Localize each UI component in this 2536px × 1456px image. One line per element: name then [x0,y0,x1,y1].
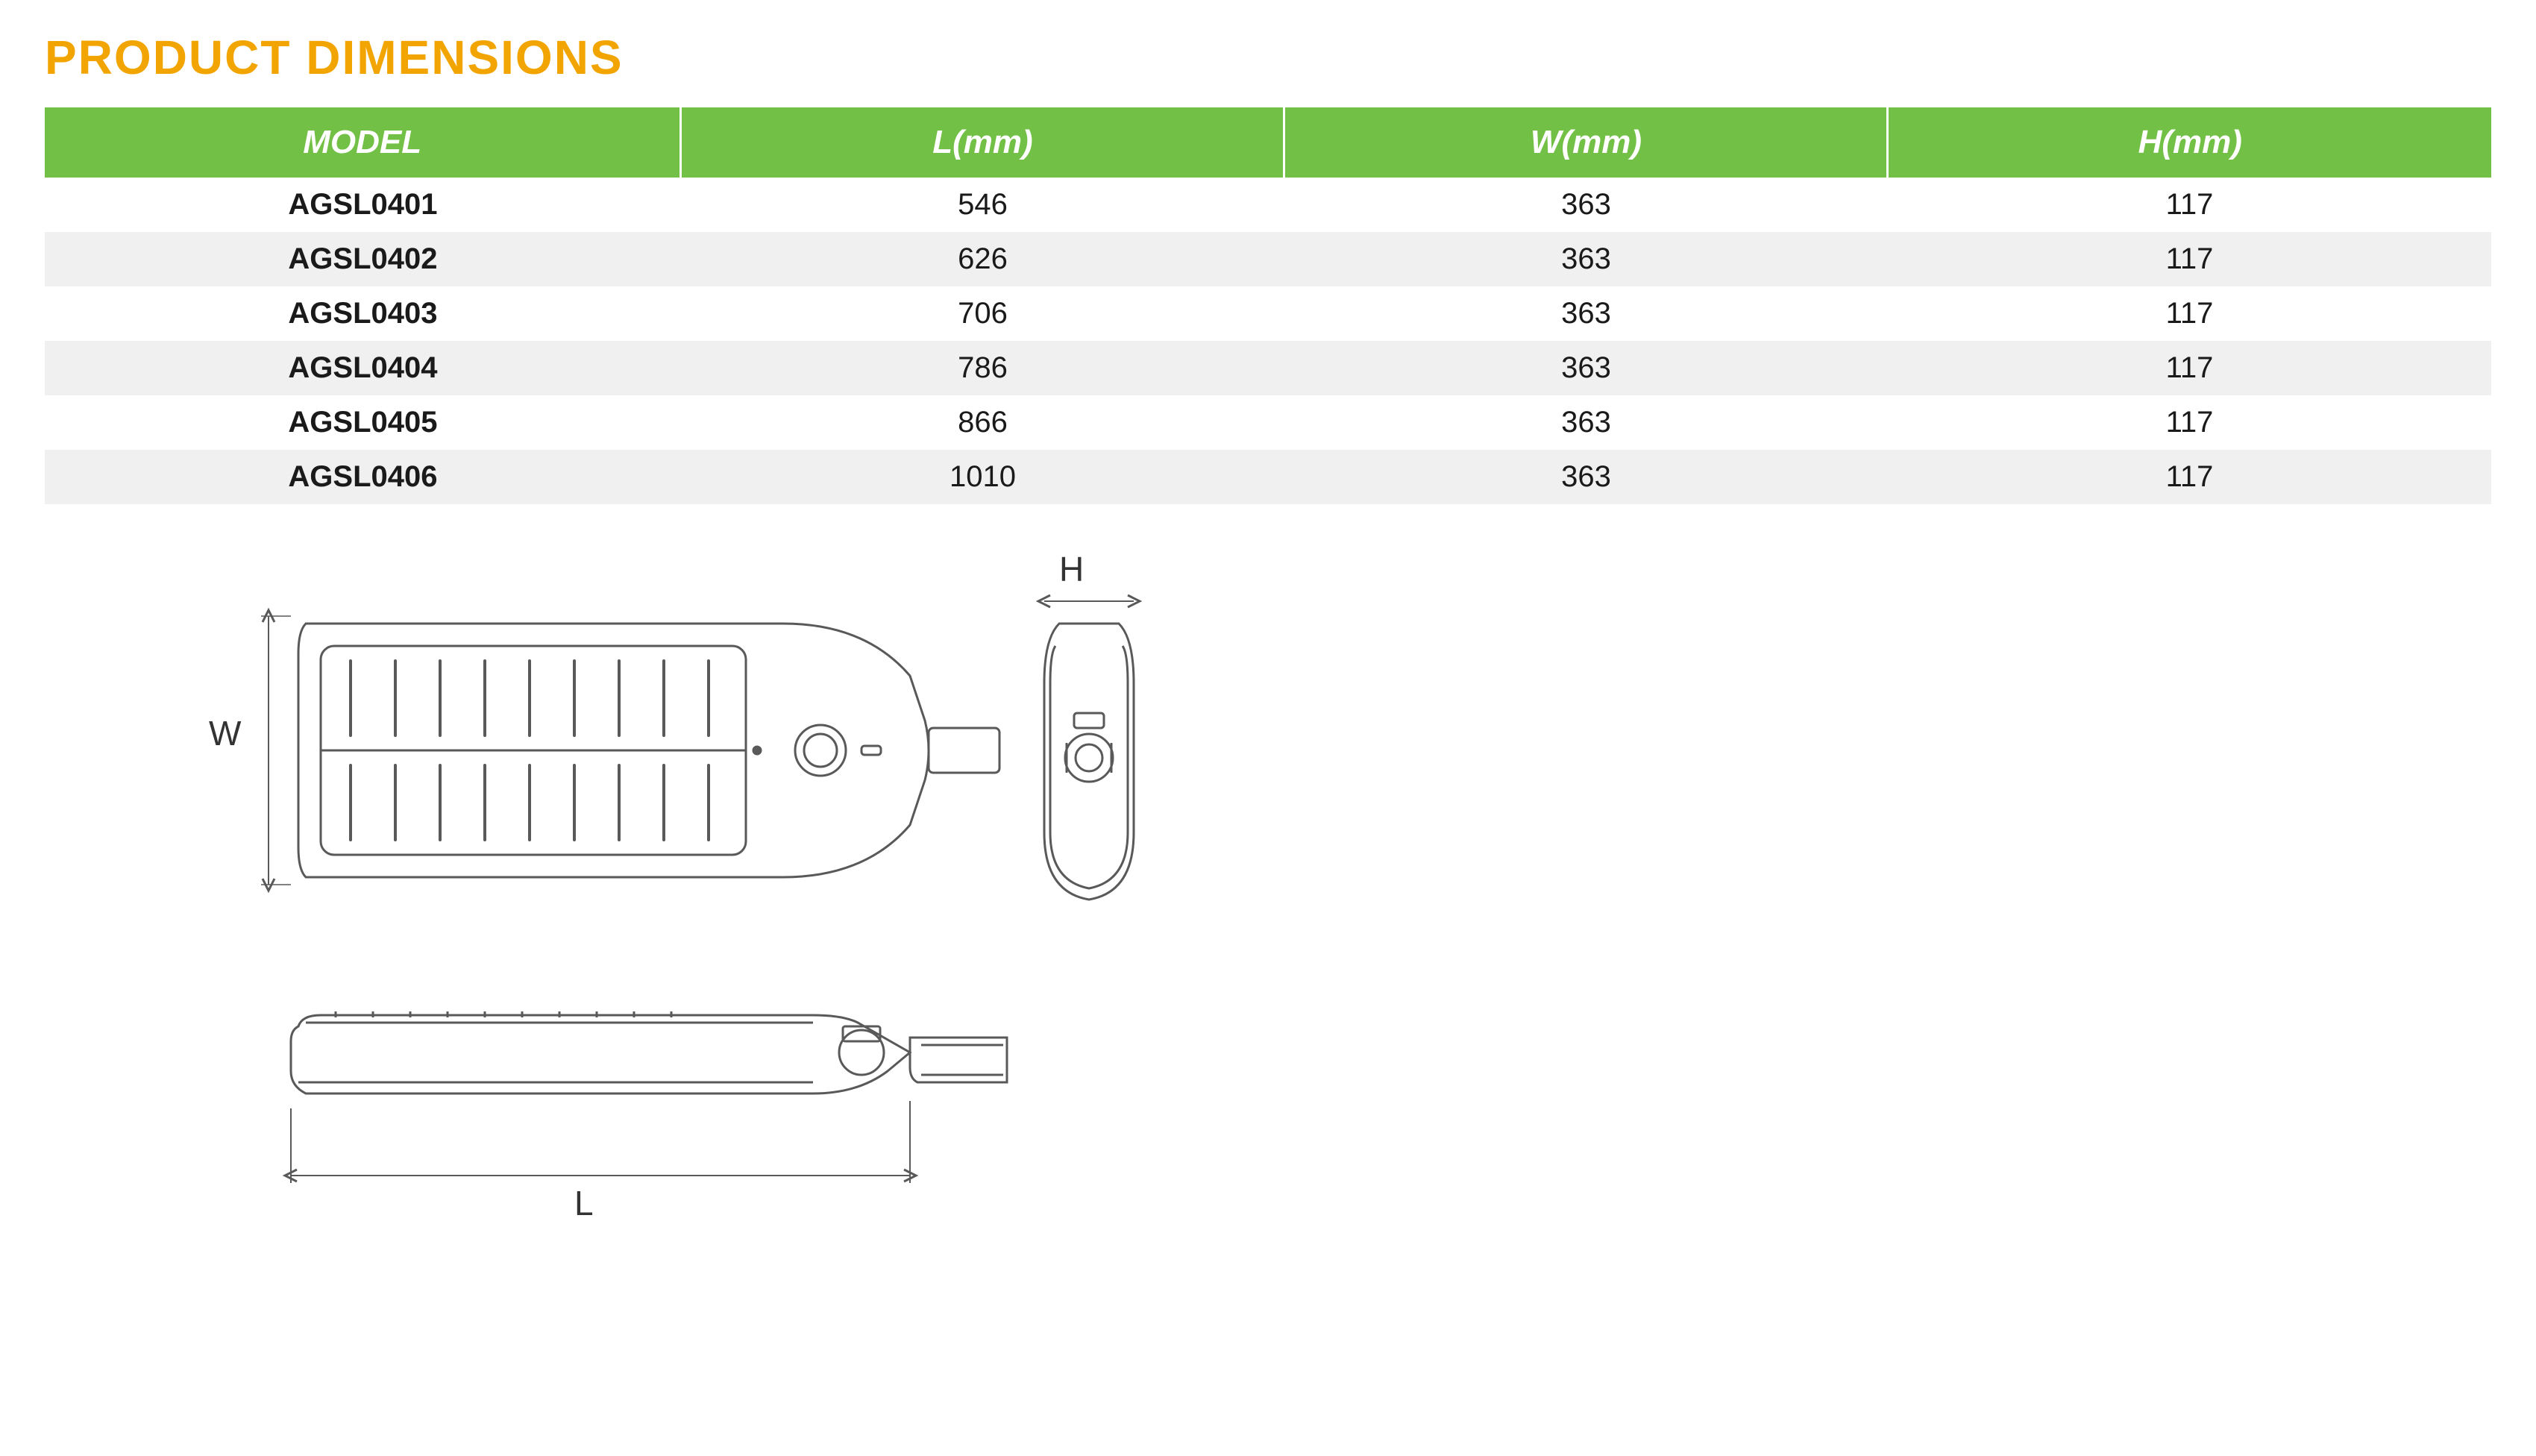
col-header-model: MODEL [45,107,681,178]
table-row: AGSL0401546363117 [45,178,2491,232]
cell-value: 363 [1284,395,1888,450]
cell-value: 866 [681,395,1284,450]
cell-value: 117 [1888,286,2491,341]
cell-model: AGSL0405 [45,395,681,450]
table-header-row: MODEL L(mm) W(mm) H(mm) [45,107,2491,178]
cell-value: 363 [1284,286,1888,341]
dim-label-h: H [1059,549,1084,589]
cell-value: 626 [681,232,1284,286]
cell-model: AGSL0403 [45,286,681,341]
cell-value: 117 [1888,232,2491,286]
cell-value: 117 [1888,450,2491,504]
table-row: AGSL0402626363117 [45,232,2491,286]
table-row: AGSL0405866363117 [45,395,2491,450]
table-row: AGSL0403706363117 [45,286,2491,341]
cell-model: AGSL0402 [45,232,681,286]
cell-value: 117 [1888,341,2491,395]
page-title: PRODUCT DIMENSIONS [45,30,2491,85]
dim-label-w: W [209,713,241,753]
col-header-l: L(mm) [681,107,1284,178]
cell-model: AGSL0406 [45,450,681,504]
cell-value: 706 [681,286,1284,341]
cell-value: 786 [681,341,1284,395]
cell-value: 363 [1284,341,1888,395]
cell-model: AGSL0404 [45,341,681,395]
cell-model: AGSL0401 [45,178,681,232]
product-diagram: W H L [216,564,1261,1235]
diagram-svg [216,564,1261,1235]
cell-value: 117 [1888,178,2491,232]
cell-value: 363 [1284,178,1888,232]
cell-value: 546 [681,178,1284,232]
dim-label-l: L [574,1183,594,1223]
col-header-w: W(mm) [1284,107,1888,178]
cell-value: 363 [1284,232,1888,286]
table-row: AGSL04061010363117 [45,450,2491,504]
cell-value: 117 [1888,395,2491,450]
col-header-h: H(mm) [1888,107,2491,178]
table-row: AGSL0404786363117 [45,341,2491,395]
dimensions-table: MODEL L(mm) W(mm) H(mm) AGSL040154636311… [45,107,2491,504]
cell-value: 1010 [681,450,1284,504]
cell-value: 363 [1284,450,1888,504]
